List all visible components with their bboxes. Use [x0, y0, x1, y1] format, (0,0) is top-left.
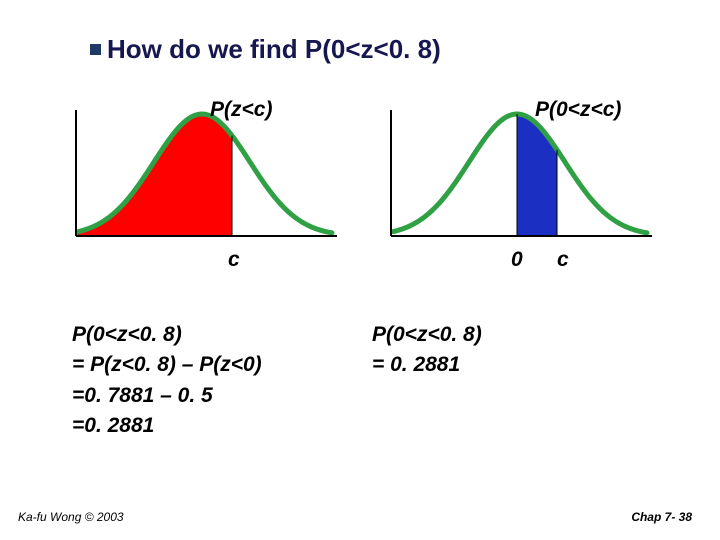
body-line: P(0<z<0. 8) [72, 320, 352, 350]
right-chart-axis-labels: 0c [375, 248, 660, 276]
axis-label: 0 [511, 248, 523, 272]
body-line: =0. 7881 – 0. 5 [72, 381, 352, 411]
left-chart: P(z<c) c [60, 100, 345, 250]
body-line: = 0. 2881 [372, 350, 652, 380]
slide-title: How do we find P(0<z<0. 8) [107, 34, 441, 65]
footer-right: Chap 7- 38 [631, 510, 692, 524]
footer-left: Ka-fu Wong © 2003 [18, 510, 124, 524]
left-chart-label: P(z<c) [210, 98, 272, 122]
slide: How do we find P(0<z<0. 8) P(z<c) c P(0<… [0, 0, 720, 540]
right-chart-svg [375, 100, 660, 250]
left-chart-axis-labels: c [60, 248, 345, 276]
right-body: P(0<z<0. 8)= 0. 2881 [372, 320, 652, 442]
axis-label: c [557, 248, 569, 272]
left-chart-svg [60, 100, 345, 250]
body-line: = P(z<0. 8) – P(z<0) [72, 350, 352, 380]
left-body: P(0<z<0. 8)= P(z<0. 8) – P(z<0)=0. 7881 … [72, 320, 352, 442]
right-chart: P(0<z<c) 0c [375, 100, 660, 250]
body-line: P(0<z<0. 8) [372, 320, 652, 350]
slide-title-row: How do we find P(0<z<0. 8) [90, 34, 441, 65]
body-line: =0. 2881 [72, 411, 352, 441]
axis-label: c [228, 248, 240, 272]
body-row: P(0<z<0. 8)= P(z<0. 8) – P(z<0)=0. 7881 … [72, 320, 652, 442]
charts-row: P(z<c) c P(0<z<c) 0c [60, 100, 660, 250]
title-bullet-icon [90, 44, 101, 55]
right-chart-label: P(0<z<c) [535, 98, 621, 122]
